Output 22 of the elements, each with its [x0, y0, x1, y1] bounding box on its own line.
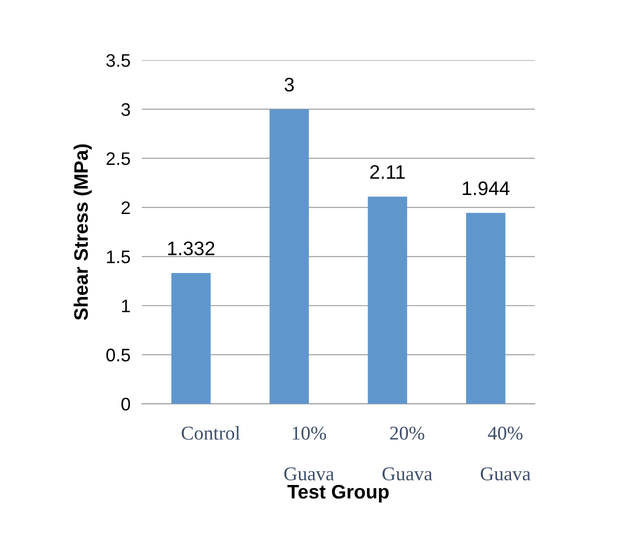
y-axis-title: Shear Stress (MPa) [74, 144, 92, 320]
y-tick-label: 3.5 [106, 54, 130, 67]
category-label: 20% Guava [382, 426, 432, 480]
y-tick-label: 1.5 [107, 250, 130, 264]
category-label: 40% Guava [480, 426, 530, 480]
y-tick-label: 3 [121, 103, 130, 116]
category-label: 10% Guava [284, 426, 334, 480]
bar [171, 273, 211, 404]
data-label: 1.944 [462, 181, 510, 196]
x-axis-title: Test Group [287, 484, 389, 502]
y-tick-label: 0.5 [106, 348, 130, 362]
y-tick-label: 2.5 [106, 152, 130, 166]
y-tick-label: 2 [122, 201, 130, 214]
data-label: 1.332 [168, 242, 214, 256]
bar [466, 212, 506, 404]
bar [368, 196, 408, 404]
y-tick-label: 0 [121, 398, 130, 411]
data-label: 2.11 [370, 165, 405, 179]
bar [270, 109, 309, 404]
x-tick-label: Control [182, 426, 240, 440]
data-label: 3 [284, 78, 294, 92]
y-tick-label: 1 [122, 300, 130, 312]
